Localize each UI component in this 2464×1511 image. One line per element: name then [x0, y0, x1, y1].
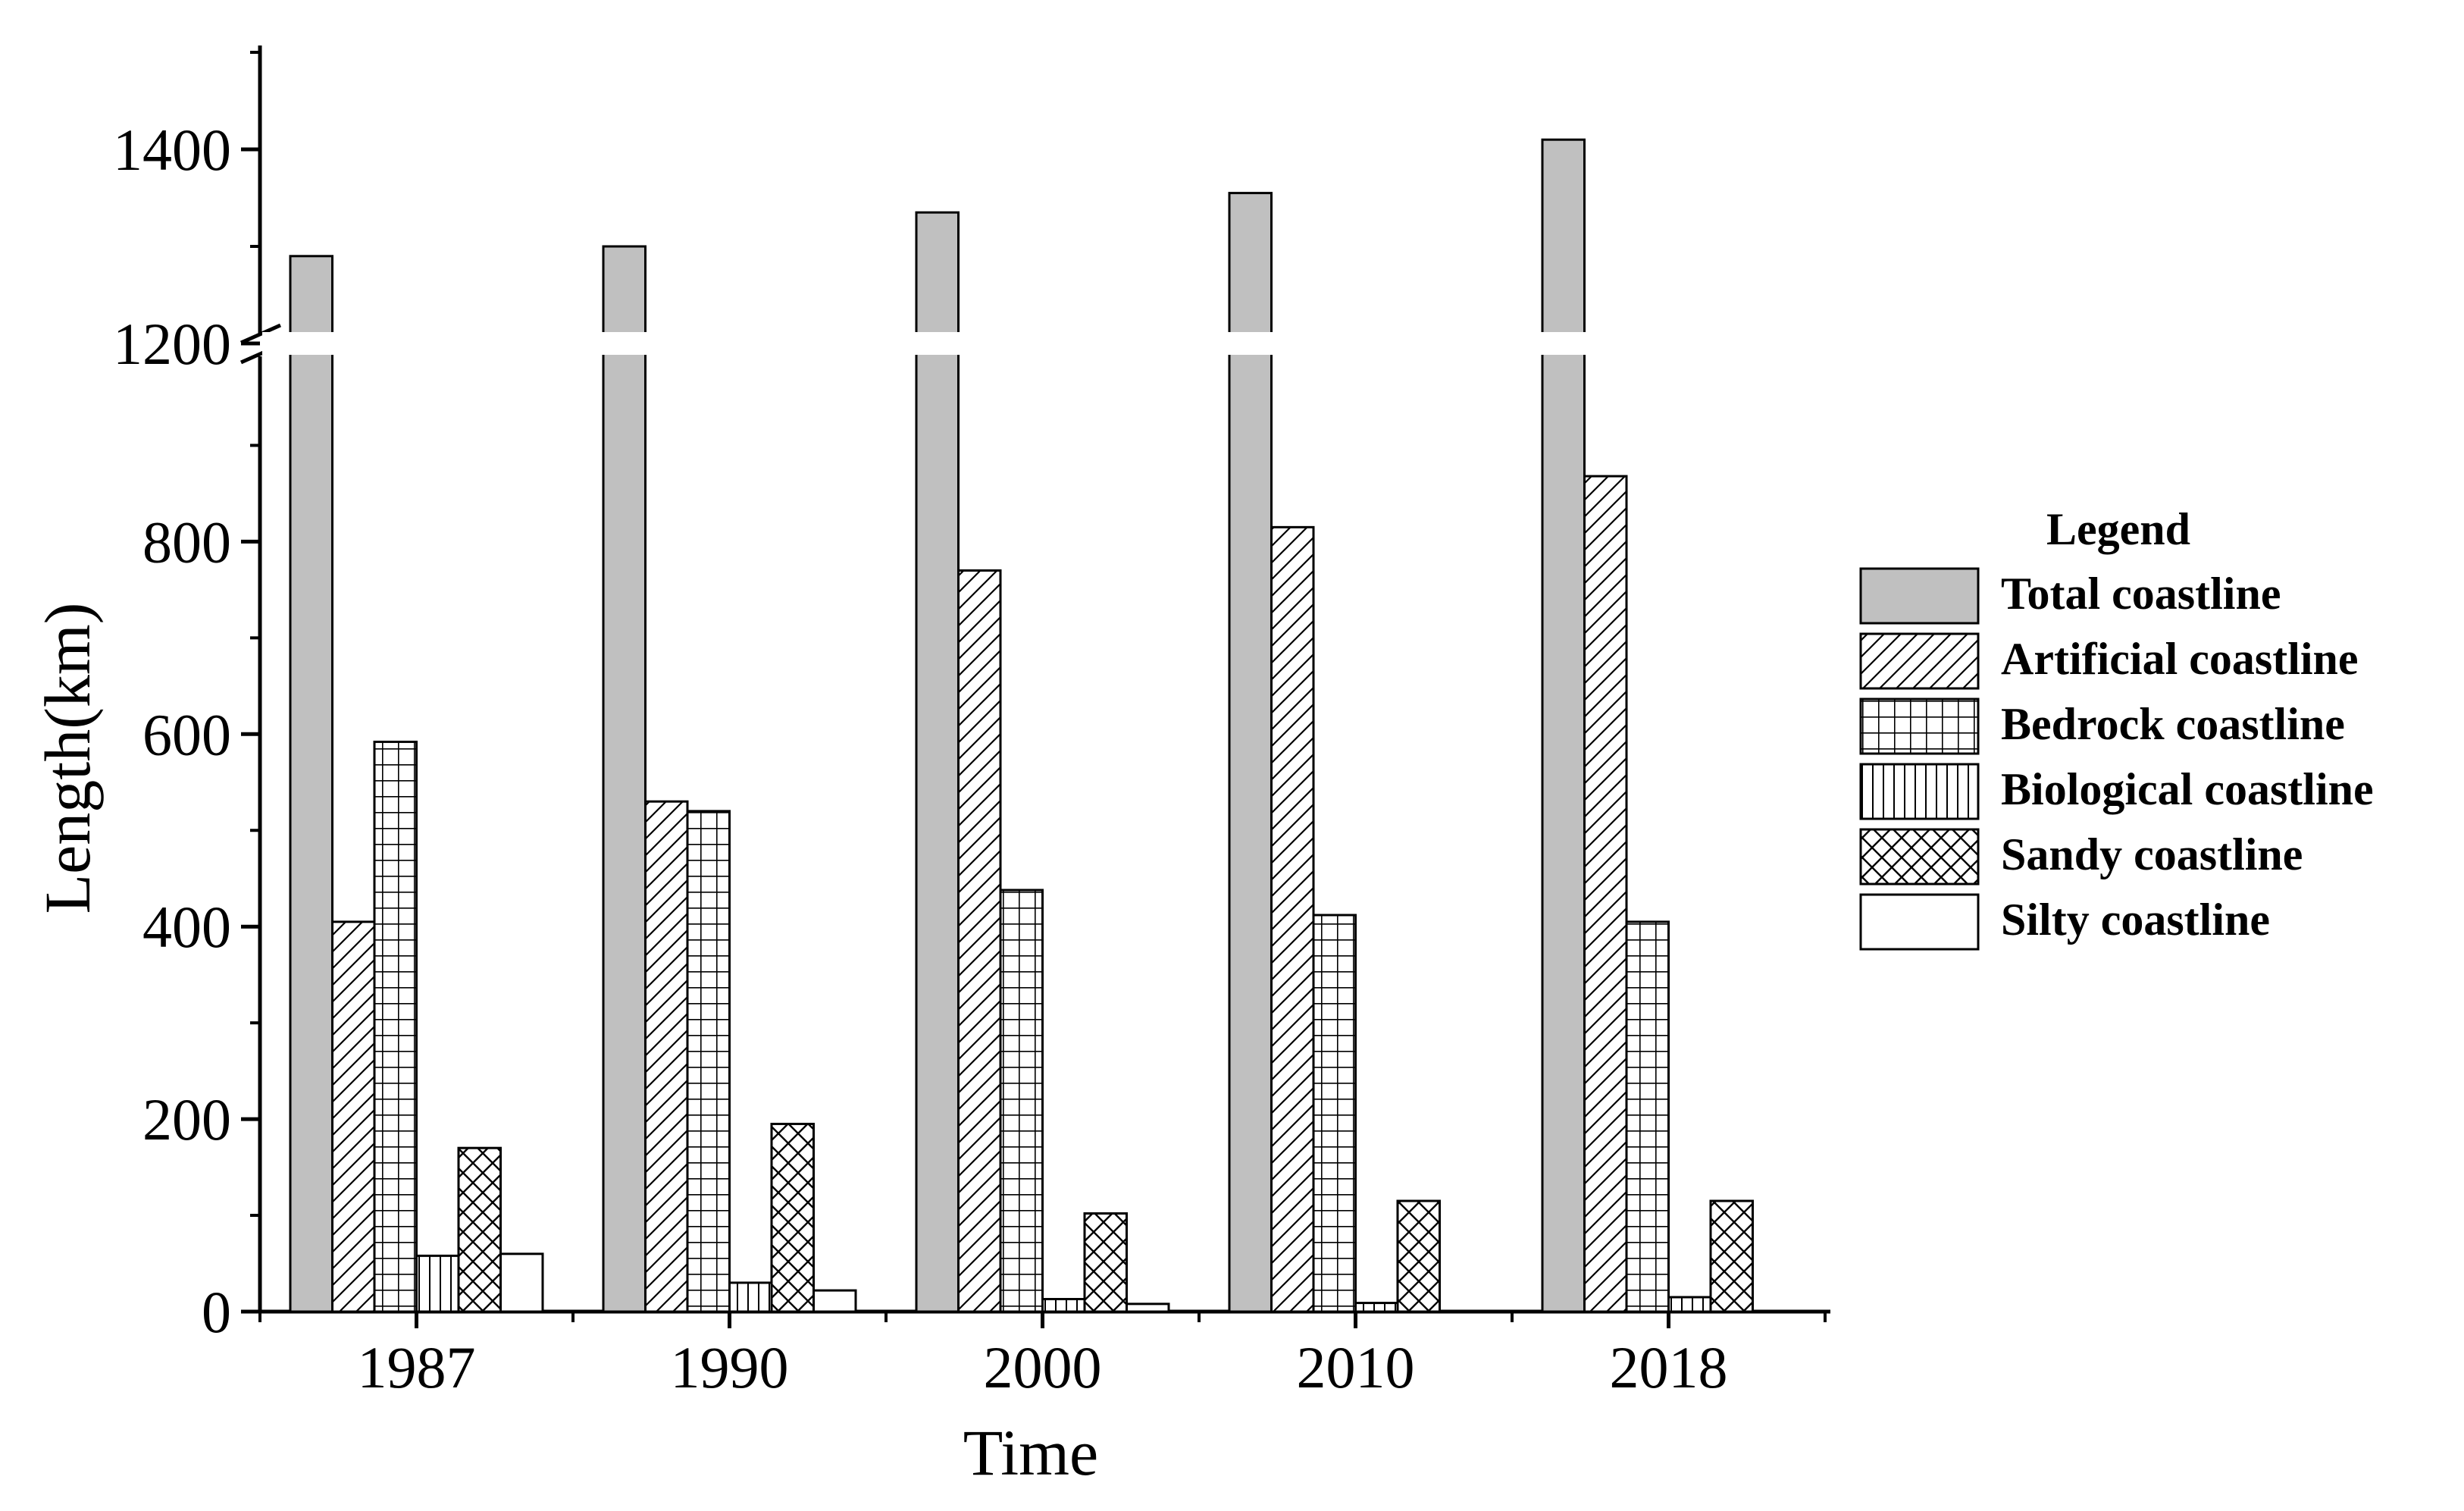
bar-total-coastline-2018 [1541, 138, 1586, 1313]
x-tick-label-2000: 2000 [984, 1334, 1102, 1400]
x-tick-label-1987: 1987 [358, 1334, 476, 1400]
bar-sandy-coastline-1987 [457, 1146, 502, 1313]
bar-total-coastline-2000 [915, 211, 960, 1313]
legend-swatch-bedrock-coastline [1859, 698, 1980, 755]
bar-bedrock-coastline-2010 [1312, 914, 1357, 1313]
bar-total-coastline-2010 [1228, 192, 1273, 1313]
y-tick-label: 1200 [113, 311, 231, 377]
legend-label-artificial-coastline: Artificial coastline [2001, 634, 2359, 684]
y-tick-label: 800 [142, 509, 231, 575]
bar-total-coastline-1990 [602, 245, 647, 1313]
y-tick-label: 600 [142, 701, 231, 767]
bar-biological-coastline-1987 [415, 1254, 460, 1313]
bar-artificial-coastline-1987 [331, 920, 376, 1313]
bar-sandy-coastline-2010 [1396, 1199, 1441, 1313]
legend-label-sandy-coastline: Sandy coastline [2001, 829, 2303, 879]
y-tick-label: 400 [142, 894, 231, 960]
legend-swatch-artificial-coastline [1859, 632, 1980, 690]
y-tick-label: 0 [202, 1279, 231, 1345]
legend-label-total-coastline: Total coastline [2001, 569, 2281, 619]
bar-silty-coastline-1990 [812, 1289, 857, 1313]
bar-silty-coastline-1987 [499, 1252, 544, 1313]
x-ticks: 1987 1990 2000 2010 2018 [258, 1312, 1827, 1400]
bar-artificial-coastline-2018 [1583, 475, 1628, 1313]
y-tick-label: 200 [142, 1086, 231, 1152]
y-axis-break-mark-2 [240, 323, 282, 345]
bar-sandy-coastline-2018 [1709, 1199, 1754, 1313]
bar-artificial-coastline-2010 [1270, 525, 1315, 1313]
y-axis-title: Length(km) [31, 603, 104, 914]
bar-biological-coastline-2018 [1667, 1296, 1712, 1313]
axis-break-gap [262, 332, 1824, 355]
bar-bedrock-coastline-1987 [373, 740, 418, 1313]
bar-total-coastline-1987 [289, 255, 333, 1313]
legend-label-biological-coastline: Biological coastline [2001, 764, 2374, 814]
bar-biological-coastline-2010 [1354, 1302, 1399, 1313]
bar-sandy-coastline-1990 [770, 1122, 815, 1313]
legend-swatch-silty-coastline [1859, 893, 1980, 951]
bar-biological-coastline-1990 [728, 1281, 773, 1313]
bar-bedrock-coastline-1990 [686, 810, 731, 1313]
bar-biological-coastline-2000 [1041, 1297, 1086, 1313]
legend: Legend Total coastline Artificial coastli… [1859, 504, 2374, 951]
legend-label-silty-coastline: Silty coastline [2001, 895, 2270, 945]
x-tick-label-1990: 1990 [671, 1334, 789, 1400]
legend-swatch-total-coastline [1859, 567, 1980, 625]
bar-silty-coastline-2000 [1126, 1303, 1170, 1313]
legend-label-bedrock-coastline: Bedrock coastline [2001, 699, 2345, 749]
y-ticks: 0 200 400 600 800 1200 1400 [113, 51, 260, 1345]
legend-swatch-biological-coastline [1859, 763, 1980, 820]
bar-artificial-coastline-2000 [957, 569, 1002, 1313]
legend-swatch-sandy-coastline [1859, 828, 1980, 886]
bars [289, 138, 1754, 1313]
x-tick-label-2018: 2018 [1610, 1334, 1728, 1400]
bar-bedrock-coastline-2000 [999, 889, 1044, 1313]
bar-bedrock-coastline-2018 [1625, 920, 1670, 1313]
bar-artificial-coastline-1990 [644, 800, 689, 1313]
x-tick-label-2010: 2010 [1297, 1334, 1415, 1400]
x-axis-title: Time [963, 1416, 1098, 1489]
y-tick-label: 1400 [113, 117, 231, 183]
legend-title: Legend [2046, 504, 2190, 554]
bar-sandy-coastline-2000 [1083, 1212, 1128, 1313]
